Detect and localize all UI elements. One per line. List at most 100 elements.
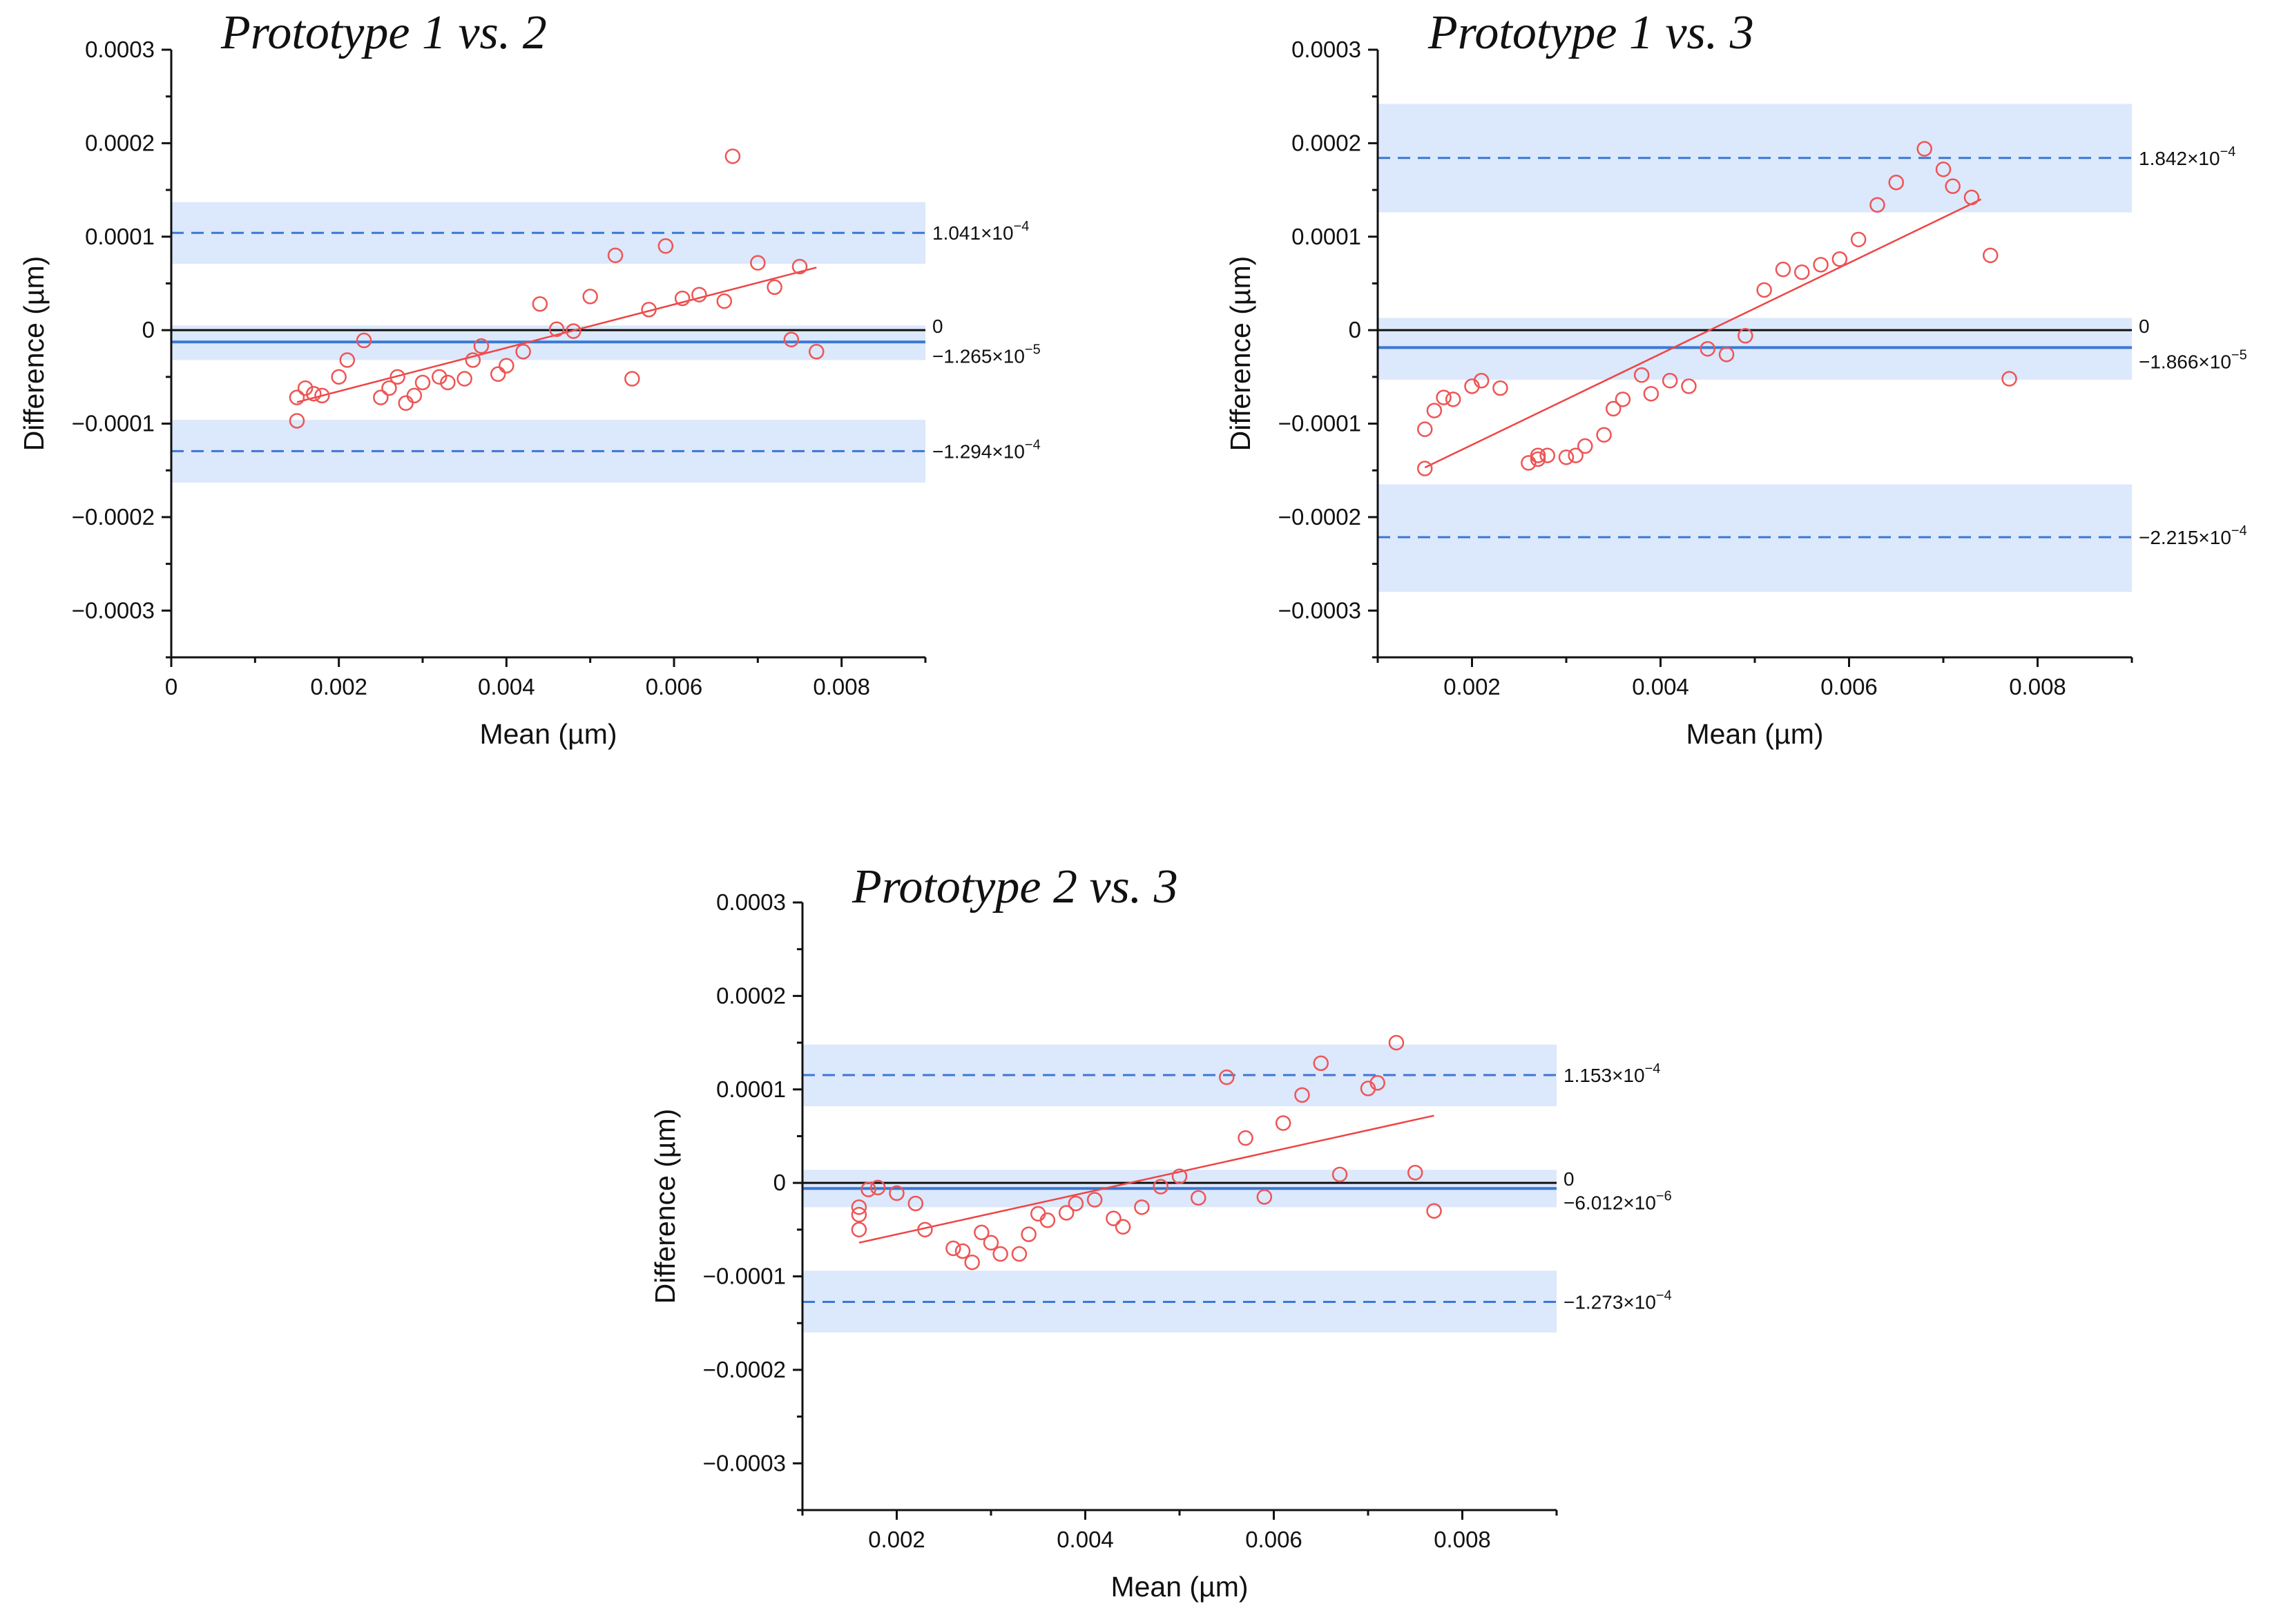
data-point <box>297 380 314 396</box>
y-tick-label: 0 <box>142 317 155 342</box>
data-point <box>1869 197 1885 213</box>
data-point <box>331 369 347 385</box>
data-point <box>1369 1075 1385 1091</box>
x-tick-label: 0.006 <box>1245 1527 1302 1552</box>
data-point <box>1700 340 1715 357</box>
x-tick-label: 0.006 <box>1820 674 1878 699</box>
data-point <box>440 374 456 391</box>
data-point <box>860 1181 876 1197</box>
data-point <box>1615 392 1631 407</box>
data-point <box>767 279 782 296</box>
y-tick-label: −0.0002 <box>1278 504 1361 530</box>
data-point <box>1963 189 1980 206</box>
data-point <box>1983 247 1999 264</box>
x-tick-label: 0.008 <box>1434 1527 1491 1552</box>
zero-annotation: 0 <box>2139 316 2150 337</box>
x-axis-title: Mean (µm) <box>479 718 617 750</box>
y-tick-label: −0.0003 <box>703 1450 786 1476</box>
mean-annotation: −1.866×10−5 <box>2139 347 2247 372</box>
x-tick-label: 0.004 <box>1057 1527 1114 1552</box>
data-point <box>1945 178 1961 194</box>
y-tick-label: −0.0002 <box>703 1357 786 1382</box>
y-tick-label: 0.0003 <box>85 37 155 62</box>
chart-title: Prototype 1 vs. 3 <box>1427 6 1754 59</box>
y-tick-label: 0.0003 <box>1291 37 1361 62</box>
data-point <box>1256 1189 1273 1205</box>
data-point <box>1662 373 1678 389</box>
data-point <box>1294 1087 1310 1103</box>
x-tick-label: 0.002 <box>1443 674 1501 699</box>
data-point <box>1191 1190 1206 1206</box>
y-tick-label: 0.0002 <box>85 130 155 155</box>
data-point <box>499 358 514 374</box>
y-tick-label: 0 <box>773 1170 786 1195</box>
data-point <box>1643 385 1659 402</box>
data-point <box>1473 373 1490 389</box>
data-point <box>1568 447 1584 463</box>
data-point <box>1068 1195 1084 1212</box>
data-point <box>945 1240 961 1257</box>
x-tick-label: 0.008 <box>813 674 870 699</box>
data-point <box>1718 347 1735 362</box>
data-point <box>641 302 657 318</box>
data-point <box>389 369 405 385</box>
data-point <box>1388 1034 1405 1051</box>
upper-loa-annotation-exponent: −4 <box>2220 144 2236 160</box>
zero-annotation: 0 <box>1563 1168 1575 1190</box>
lower-loa-annotation-mantissa: −1.294×10 <box>932 441 1025 462</box>
data-point <box>1492 380 1508 396</box>
data-point <box>456 371 472 387</box>
data-point <box>983 1235 999 1251</box>
mean-annotation: −1.265×10−5 <box>932 342 1041 367</box>
data-point <box>548 321 565 338</box>
mean-annotation-mantissa: −1.866×10 <box>2139 351 2231 372</box>
upper-loa-annotation: 1.153×10−4 <box>1563 1061 1660 1086</box>
data-point <box>1681 378 1697 394</box>
data-point <box>381 380 397 396</box>
x-tick-label: 0.006 <box>646 674 703 699</box>
y-tick-label: 0.0001 <box>716 1076 786 1102</box>
y-tick-label: −0.0001 <box>72 411 155 436</box>
data-point <box>1407 1165 1423 1181</box>
data-point <box>992 1246 1008 1262</box>
data-point <box>716 293 733 309</box>
data-point <box>1775 261 1791 278</box>
data-point <box>907 1195 924 1212</box>
lower-loa-annotation-mantissa: −2.215×10 <box>2139 527 2231 548</box>
data-point <box>851 1206 867 1223</box>
chart-prototype-1-vs-2: 0.0003 0.0002 0.0001 0 −0.0001 −0.0002 −0.0003… <box>18 6 1041 750</box>
data-point <box>314 387 330 404</box>
data-point <box>1153 1179 1168 1195</box>
data-point <box>582 289 598 304</box>
x-tick-label: 0.002 <box>310 674 367 699</box>
y-axis-title: Difference (µm) <box>649 1109 681 1304</box>
y-tick-label: 0 <box>1349 317 1361 342</box>
data-point <box>1106 1210 1122 1226</box>
upper-loa-annotation-mantissa: 1.153×10 <box>1563 1065 1645 1086</box>
lower-loa-annotation-exponent: −4 <box>2231 523 2247 539</box>
data-point <box>1219 1069 1235 1085</box>
upper-loa-annotation-exponent: −4 <box>1645 1061 1661 1076</box>
y-tick-label: 0.0002 <box>1291 130 1361 155</box>
data-point <box>607 247 624 264</box>
data-point <box>1417 421 1433 437</box>
data-point <box>1577 438 1593 454</box>
data-point <box>1935 162 1952 177</box>
data-point <box>1426 403 1443 418</box>
y-tick-label: −0.0001 <box>1278 411 1361 436</box>
data-point <box>791 258 808 275</box>
regression-fit-line <box>1424 198 1982 469</box>
lower-loa-annotation: −1.273×10−4 <box>1563 1288 1672 1313</box>
chart-prototype-2-vs-3: 0.0003 0.0002 0.0001 0 −0.0001 −0.0002 −0.0003… <box>649 860 1672 1603</box>
data-point <box>1275 1115 1291 1131</box>
data-point <box>750 255 766 271</box>
data-point <box>1850 231 1867 248</box>
x-tick-label: 0.008 <box>2009 674 2066 699</box>
mean-annotation-exponent: −5 <box>2231 347 2247 362</box>
data-point <box>465 352 481 368</box>
upper-loa-annotation-mantissa: 1.842×10 <box>2139 148 2220 169</box>
mean-annotation-mantissa: −6.012×10 <box>1563 1192 1656 1213</box>
y-tick-label: −0.0003 <box>1278 597 1361 623</box>
data-point <box>1756 282 1772 298</box>
